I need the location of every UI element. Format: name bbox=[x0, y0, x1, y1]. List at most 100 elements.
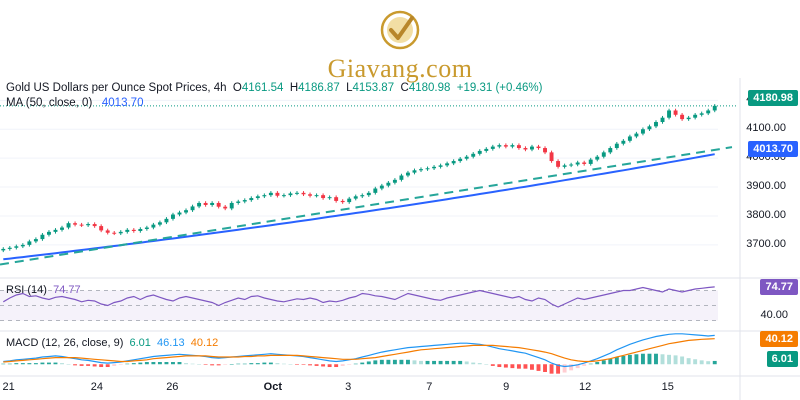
candle bbox=[301, 192, 306, 195]
candle bbox=[680, 114, 685, 120]
macd-histogram-bar bbox=[516, 364, 521, 369]
brand-logo: Giavang.com bbox=[0, 8, 800, 83]
candle bbox=[503, 145, 508, 147]
macd-legend-signal: 40.12 bbox=[190, 337, 219, 349]
rsi-line bbox=[2, 286, 715, 308]
macd-histogram-bar bbox=[353, 363, 358, 365]
candle bbox=[425, 168, 430, 170]
macd-histogram-bar bbox=[216, 364, 221, 366]
macd-histogram-bar bbox=[131, 363, 136, 365]
macd-histogram-bar bbox=[171, 362, 175, 365]
macd-histogram-bar bbox=[438, 360, 443, 365]
macd-histogram-bar bbox=[392, 359, 397, 365]
time-tick-label: 15 bbox=[661, 381, 674, 393]
candle bbox=[543, 148, 547, 153]
macd-histogram-bar bbox=[112, 364, 117, 366]
macd-histogram-bar bbox=[510, 364, 515, 369]
macd-legend-macd: 46.13 bbox=[157, 337, 185, 349]
candle bbox=[660, 117, 665, 123]
macd-histogram-bar bbox=[99, 364, 104, 368]
macd-histogram-bar bbox=[249, 363, 254, 365]
macd-histogram-bar bbox=[151, 362, 156, 365]
macd-histogram-bar bbox=[190, 363, 195, 365]
candles bbox=[1, 104, 717, 253]
macd-histogram-bar bbox=[458, 360, 463, 365]
candle bbox=[53, 229, 58, 232]
macd-histogram-bar bbox=[667, 354, 672, 365]
candle bbox=[706, 110, 711, 114]
macd-histogram-bar bbox=[7, 363, 12, 365]
macd-legend-label: MACD (12, 26, close, 9) bbox=[6, 337, 124, 349]
macd-histogram-bar bbox=[86, 364, 91, 366]
time-tick-label: 7 bbox=[426, 381, 433, 393]
candle bbox=[197, 202, 202, 207]
price-badge: 4180.98 bbox=[748, 90, 798, 106]
candle bbox=[112, 232, 117, 234]
ma-legend[interactable]: MA (50, close, 0) 4013.70 bbox=[6, 97, 143, 109]
macd-histogram-bar bbox=[621, 355, 626, 365]
candle bbox=[595, 156, 600, 160]
macd-histogram-bar bbox=[595, 362, 600, 365]
macd-histogram-bar bbox=[27, 363, 32, 365]
candle bbox=[268, 192, 273, 196]
ma-badge: 4013.70 bbox=[748, 141, 798, 157]
macd-histogram-bar bbox=[399, 359, 404, 365]
candle bbox=[614, 143, 619, 149]
candle bbox=[157, 222, 162, 225]
macd-histogram-bar bbox=[445, 360, 450, 365]
candle bbox=[288, 193, 293, 196]
candle bbox=[105, 230, 110, 233]
macd-histogram-bar bbox=[275, 363, 280, 365]
macd-histogram-bar bbox=[523, 364, 528, 369]
candle bbox=[73, 223, 78, 225]
macd-histogram-bar bbox=[660, 354, 665, 365]
candle bbox=[621, 140, 626, 144]
symbol-title[interactable]: Gold US Dollars per Ounce Spot Prices, 4… bbox=[6, 82, 227, 94]
candle bbox=[438, 165, 443, 167]
candle bbox=[66, 223, 71, 228]
macd-histogram-bar bbox=[379, 359, 384, 365]
candle bbox=[171, 214, 175, 219]
candle bbox=[131, 229, 136, 231]
macd-histogram-bar bbox=[340, 364, 345, 366]
candle bbox=[190, 206, 195, 211]
rsi-level-label: 40.00 bbox=[760, 309, 788, 321]
candle bbox=[281, 195, 286, 197]
macd-histogram-bar bbox=[347, 364, 352, 365]
macd-legend[interactable]: MACD (12, 26, close, 9) 6.01 46.13 40.12 bbox=[6, 337, 218, 349]
candle bbox=[33, 239, 38, 242]
macd-histogram-bar bbox=[640, 353, 645, 365]
macd-histogram-bar bbox=[608, 358, 613, 365]
candle bbox=[608, 148, 613, 153]
candle bbox=[523, 148, 528, 150]
macd-signal-line bbox=[3, 338, 715, 363]
macd-histogram-bar bbox=[334, 364, 339, 368]
time-tick-label: 12 bbox=[579, 381, 592, 393]
macd-histogram-bar bbox=[588, 363, 593, 365]
candle bbox=[92, 224, 97, 227]
macd-histogram-bar bbox=[53, 362, 58, 365]
macd-histogram-bar bbox=[105, 364, 110, 368]
rsi-legend[interactable]: RSI (14) 74.77 bbox=[6, 284, 81, 296]
candle bbox=[640, 129, 645, 134]
candle bbox=[673, 110, 678, 115]
rsi-panel bbox=[0, 286, 718, 321]
candle bbox=[99, 226, 104, 231]
candle bbox=[634, 133, 639, 137]
candle bbox=[295, 192, 299, 194]
candle bbox=[236, 201, 241, 203]
price-tick-label: 3900.00 bbox=[746, 180, 786, 193]
macd-histogram-bar bbox=[295, 364, 299, 365]
macd-histogram-bar bbox=[601, 360, 606, 365]
candle bbox=[451, 161, 456, 164]
macd-histogram-bar bbox=[497, 364, 502, 368]
macd-histogram-bar bbox=[203, 364, 208, 365]
candle bbox=[379, 185, 384, 189]
candle bbox=[386, 182, 391, 186]
candle bbox=[582, 162, 587, 164]
macd-histogram-bar bbox=[425, 360, 430, 365]
macd-histogram-bar bbox=[229, 364, 234, 365]
macd-histogram-bar bbox=[327, 364, 332, 368]
macd-histogram-bar bbox=[386, 359, 391, 365]
